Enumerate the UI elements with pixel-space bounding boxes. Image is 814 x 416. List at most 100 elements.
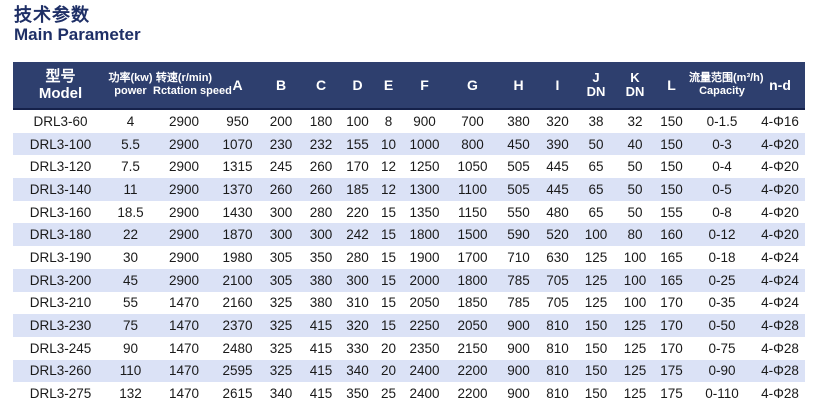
value-cell: 4-Φ28 — [761, 386, 799, 402]
value-cell: 950 — [226, 113, 249, 129]
col-capacity-label-zh: 流量范围(m³/h) — [689, 72, 764, 84]
value-cell: 15 — [380, 249, 397, 265]
value-cell: 280 — [346, 249, 369, 265]
value-cell: 340 — [269, 386, 293, 402]
table-row: DRL3-245 90 1470 2480 325 415 330 20 2350 2150 900… — [13, 337, 805, 360]
value-cell: 1100 — [457, 181, 488, 197]
value-cell: 305 — [269, 249, 293, 265]
value-cell: 220 — [346, 204, 369, 220]
value-cell: 4-Φ20 — [761, 181, 799, 197]
value-cell: 150 — [584, 318, 608, 334]
col-header-c: C — [302, 62, 340, 110]
col-capacity-label-en: Capacity — [699, 85, 745, 97]
value-cell: 150 — [584, 340, 608, 356]
value-cell: 65 — [588, 159, 604, 175]
value-cell: 1980 — [222, 249, 253, 265]
value-cell: 2160 — [222, 295, 253, 311]
value-cell: 125 — [623, 318, 647, 334]
table-row: DRL3-100 5.5 2900 1070 230 232 155 10 1000 800 450… — [13, 132, 805, 156]
model-cell: DRL3-60 — [33, 113, 88, 129]
value-cell: 8 — [384, 113, 393, 129]
value-cell: 4-Φ24 — [761, 272, 799, 288]
value-cell: 90 — [122, 340, 139, 356]
value-cell: 325 — [269, 363, 293, 379]
col-speed-label-en: Rctation speed — [153, 85, 232, 97]
value-cell: 1250 — [409, 159, 440, 175]
value-cell: 450 — [507, 136, 530, 152]
value-cell: 50 — [627, 204, 643, 220]
value-cell: 175 — [660, 363, 683, 379]
value-cell: 245 — [269, 159, 293, 175]
model-cell: DRL3-120 — [29, 159, 92, 175]
value-cell: 4-Φ24 — [761, 249, 799, 265]
value-cell: 242 — [346, 227, 369, 243]
col-power-label-zh: 功率(kw) — [108, 72, 153, 84]
col-header-j-dn: J DN — [576, 62, 616, 110]
value-cell: 320 — [346, 318, 369, 334]
value-cell: 2400 — [409, 363, 440, 379]
col-header-d: D — [340, 62, 375, 110]
col-header-g: G — [447, 62, 498, 110]
col-header-nd: n-d — [755, 62, 805, 110]
value-cell: 10 — [380, 136, 397, 152]
parameters-table: 型号 Model 功率(kw) power 转速(r/min) Rctation… — [13, 62, 805, 405]
value-cell: 310 — [346, 295, 369, 311]
value-cell: 300 — [269, 204, 293, 220]
value-cell: 260 — [309, 181, 333, 197]
value-cell: 325 — [269, 318, 293, 334]
value-cell: 1050 — [457, 159, 488, 175]
value-cell: 100 — [584, 227, 608, 243]
value-cell: 0-18 — [708, 249, 736, 265]
value-cell: 100 — [346, 113, 369, 129]
value-cell: 590 — [507, 227, 530, 243]
value-cell: 2400 — [409, 386, 440, 402]
value-cell: 165 — [660, 272, 683, 288]
value-cell: 2900 — [168, 113, 200, 129]
value-cell: 125 — [623, 340, 647, 356]
value-cell: 170 — [660, 318, 683, 334]
value-cell: 40 — [627, 136, 643, 152]
value-cell: 1500 — [457, 227, 488, 243]
table-body: DRL3-60 4 2900 950 200 180 100 8 900 700 380 320 38 3… — [13, 109, 805, 405]
col-header-capacity: 流量范围(m³/h) Capacity — [689, 62, 764, 110]
value-cell: 0-4 — [712, 159, 732, 175]
value-cell: 0-1.5 — [706, 113, 738, 129]
value-cell: 150 — [584, 363, 608, 379]
value-cell: 38 — [588, 113, 604, 129]
table-row: DRL3-60 4 2900 950 200 180 100 8 900 700 380 320 38 3… — [13, 109, 805, 133]
col-k-dn-label: DN — [625, 84, 645, 99]
value-cell: 505 — [507, 159, 530, 175]
table-row: DRL3-200 45 2900 2100 305 380 300 15 2000 1800 785… — [13, 268, 805, 292]
value-cell: 810 — [546, 340, 569, 356]
value-cell: 2050 — [409, 295, 440, 311]
value-cell: 125 — [623, 386, 647, 402]
col-j-label: J — [592, 70, 600, 85]
value-cell: 0-75 — [708, 340, 736, 356]
value-cell: 4-Φ28 — [761, 318, 799, 334]
value-cell: 330 — [346, 340, 369, 356]
value-cell: 1470 — [168, 318, 200, 334]
value-cell: 630 — [546, 249, 569, 265]
value-cell: 50 — [588, 136, 604, 152]
value-cell: 810 — [546, 318, 569, 334]
value-cell: 15 — [380, 272, 397, 288]
value-cell: 4-Φ24 — [761, 295, 799, 311]
value-cell: 45 — [122, 272, 139, 288]
value-cell: 132 — [119, 386, 142, 402]
value-cell: 390 — [546, 136, 569, 152]
value-cell: 1470 — [168, 295, 200, 311]
value-cell: 505 — [507, 181, 530, 197]
table-row: DRL3-160 18.5 2900 1430 300 280 220 15 1350 1150 5… — [13, 201, 805, 224]
value-cell: 4-Φ28 — [761, 363, 799, 379]
table-row: DRL3-190 30 2900 1980 305 350 280 15 1900 1700 710… — [13, 246, 805, 269]
value-cell: 20 — [380, 340, 397, 356]
value-cell: 810 — [546, 386, 569, 402]
model-cell: DRL3-140 — [29, 181, 92, 197]
value-cell: 900 — [507, 363, 530, 379]
value-cell: 12 — [380, 181, 397, 197]
col-header-speed: 转速(r/min) Rctation speed — [153, 62, 232, 110]
value-cell: 900 — [507, 386, 530, 402]
value-cell: 7.5 — [121, 159, 140, 175]
page: 技术参数 Main Parameter 型号 Model 功率(kw) powe… — [0, 5, 814, 405]
value-cell: 260 — [309, 159, 333, 175]
